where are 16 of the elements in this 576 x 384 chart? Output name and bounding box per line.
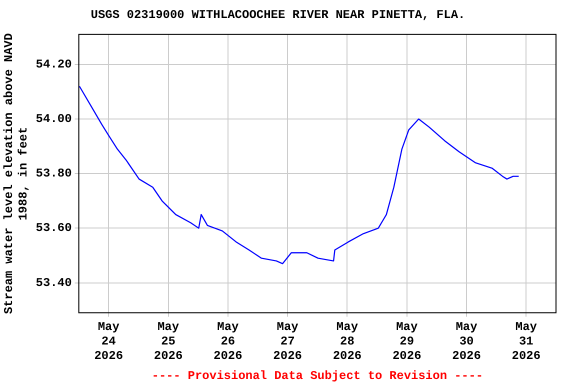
- chart-title: USGS 02319000 WITHLACOOCHEE RIVER NEAR PINETTA, FLA.: [90, 8, 466, 22]
- y-tick-label: 54.20: [36, 57, 72, 72]
- x-tick-label: May 29 2026: [392, 320, 422, 363]
- x-tick-label: May 26 2026: [214, 320, 242, 363]
- x-tick-label: May 25 2026: [154, 320, 183, 363]
- y-tick-label: 54.00: [36, 112, 72, 126]
- y-tick-label: 53.60: [36, 221, 72, 236]
- text: ---- Provisional Data Subject to Revision ----: [152, 369, 484, 384]
- y-axis-title: Stream water level elevation above NAVD 1988, in feet: [2, 33, 31, 314]
- x-tick-label: May 30 2026: [452, 320, 481, 363]
- x-tick-label: May 24 2026: [94, 320, 124, 363]
- y-tick-label: 53.80: [36, 166, 72, 181]
- x-tick-label: May 31 2026: [512, 320, 541, 363]
- y-tick-label: 53.40: [36, 276, 72, 290]
- x-tick-label: May 28 2026: [332, 320, 362, 363]
- x-tick-label: May 27 2026: [273, 320, 302, 363]
